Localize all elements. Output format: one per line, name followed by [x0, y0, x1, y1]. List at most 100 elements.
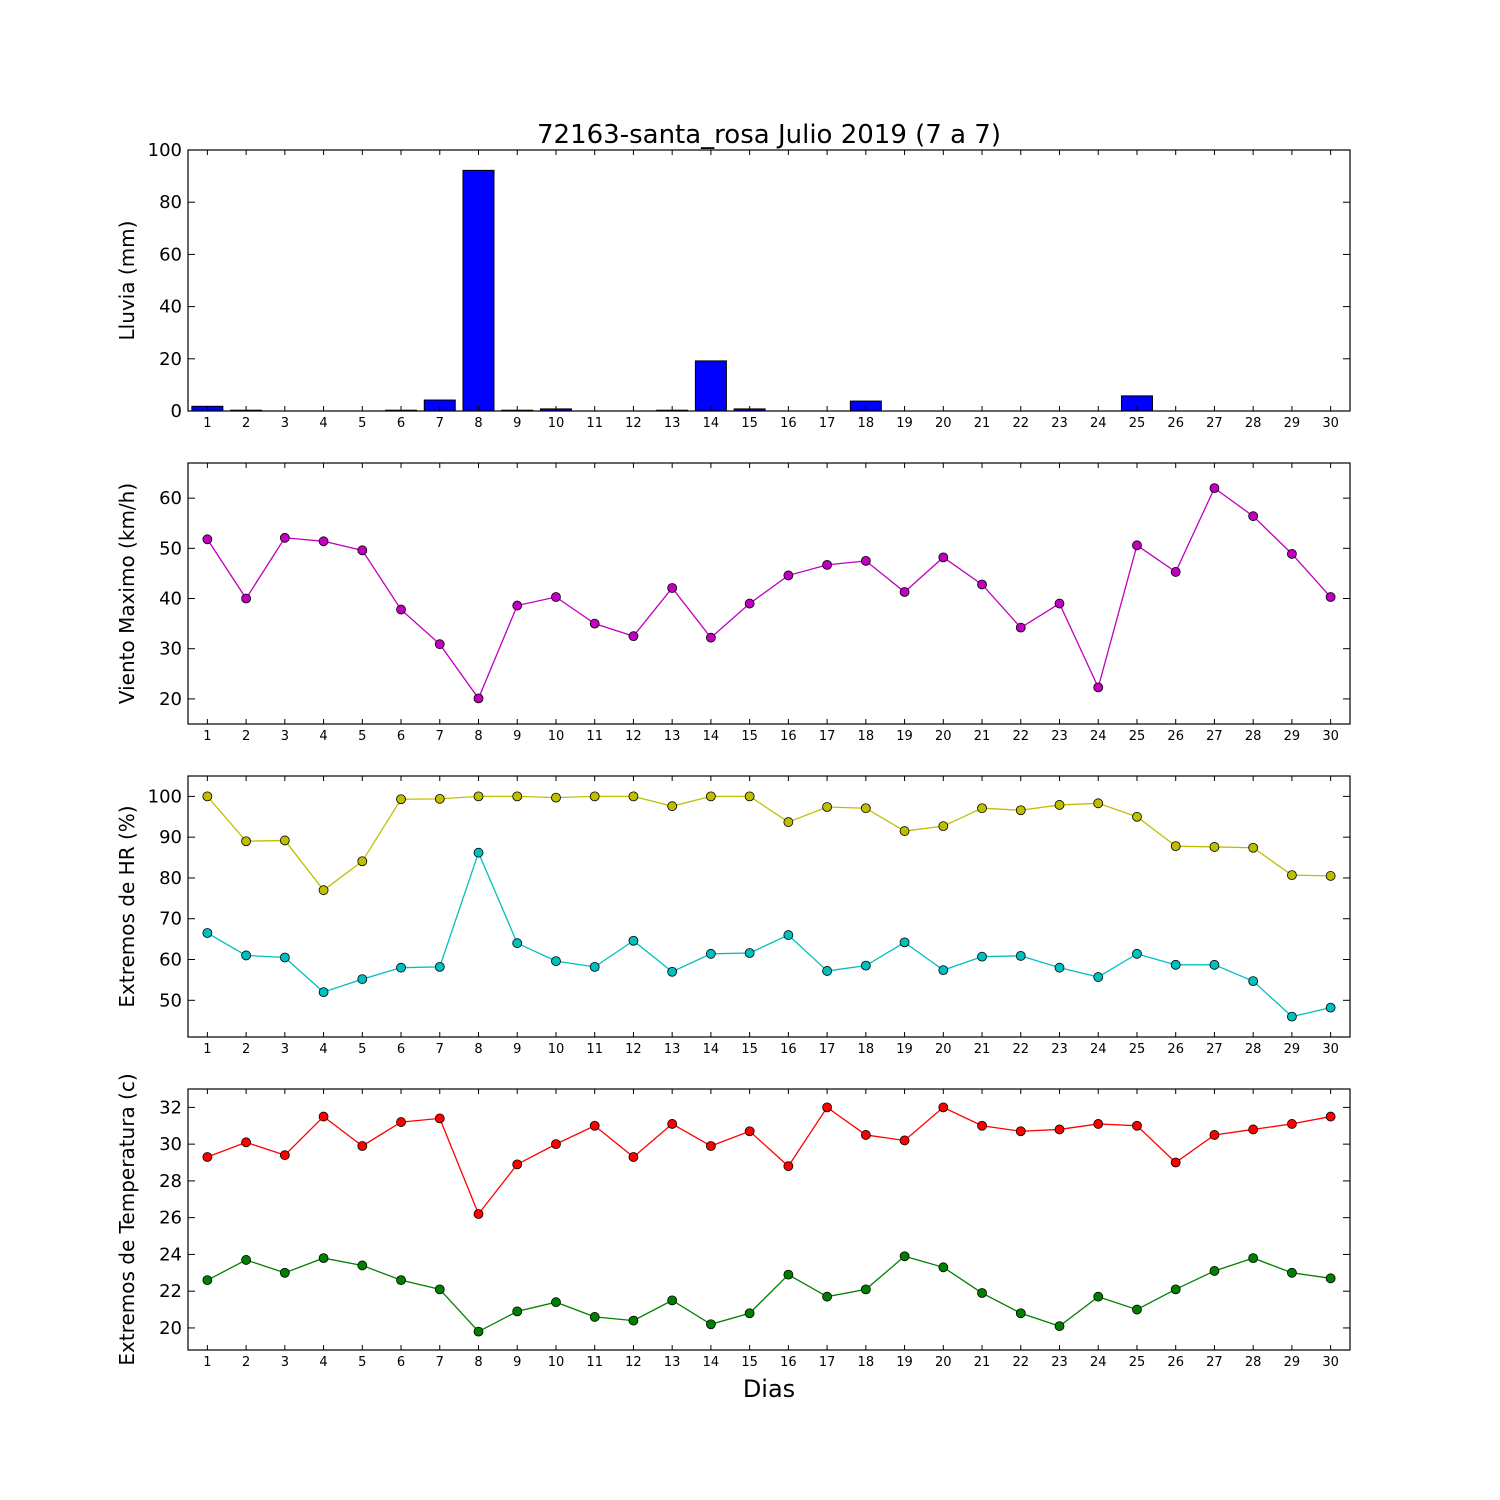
plot-frame: [187, 462, 1351, 725]
x-tick-label: 18: [858, 1355, 875, 1370]
series-2-point-day-9: [512, 1306, 523, 1317]
x-tick-label: 23: [1051, 416, 1068, 431]
series-2-point-day-23: [1054, 962, 1065, 973]
x-tick-label: 19: [896, 729, 913, 744]
y-tick-label: 50: [159, 990, 182, 1011]
y-axis-label: Lluvia (mm): [115, 221, 139, 341]
series-2-point-day-13: [667, 1295, 678, 1306]
series-2-point-day-21: [977, 1288, 987, 1298]
series-line-2: [207, 850, 1331, 1018]
x-tick-label: 16: [780, 416, 797, 431]
y-tick-label: 60: [159, 950, 182, 971]
series-1-point-day-26: [1170, 841, 1181, 852]
series-1-point-day-18: [860, 1130, 871, 1140]
y-tick-label: 40: [159, 297, 182, 318]
series-1-point-day-9: [512, 600, 523, 611]
series-2-point-day-3: [279, 1267, 290, 1278]
series-2-point-day-23: [1054, 1321, 1065, 1332]
series-1-point-day-10: [551, 592, 561, 602]
series-1-point-day-24: [1093, 798, 1104, 809]
x-tick-label: 14: [703, 1355, 720, 1370]
series-2-point-day-16: [783, 1269, 794, 1280]
x-tick-label: 21: [974, 1042, 991, 1057]
series-2-point-day-7: [434, 961, 445, 972]
series-2-point-day-10: [551, 956, 561, 967]
series-2-point-day-12: [628, 1315, 639, 1326]
series-1-point-day-16: [783, 817, 794, 827]
x-tick-label: 1: [203, 1355, 211, 1370]
x-tick-label: 19: [896, 1042, 913, 1057]
series-1-point-day-20: [938, 552, 949, 563]
series-2-point-day-4: [318, 987, 329, 998]
x-tick-label: 15: [741, 1042, 758, 1057]
x-tick-label: 18: [858, 729, 875, 744]
series-1-point-day-15: [744, 1126, 755, 1137]
series-2-point-day-2: [241, 950, 252, 961]
series-1-point-day-24: [1093, 1119, 1104, 1129]
x-tick-label: 23: [1051, 729, 1068, 744]
series-1-point-day-28: [1248, 1124, 1259, 1135]
x-tick-label: 24: [1090, 1042, 1107, 1057]
series-2-point-day-19: [899, 937, 910, 948]
series-1-point-day-13: [667, 801, 678, 812]
x-tick-label: 20: [935, 416, 952, 431]
x-tick-label: 28: [1245, 416, 1262, 431]
series-2-point-day-11: [589, 1312, 600, 1322]
x-tick-label: 21: [974, 1355, 991, 1370]
series-2-point-day-3: [279, 952, 290, 963]
series-2-point-day-25: [1132, 1304, 1142, 1315]
series-1-point-day-22: [1015, 1126, 1026, 1137]
series-1-point-day-3: [279, 532, 290, 543]
series-1-point-day-9: [512, 1159, 523, 1170]
series-1-point-day-13: [667, 583, 678, 593]
plot-frame: [187, 1088, 1351, 1351]
x-tick-label: 12: [625, 1355, 642, 1370]
y-tick-label: 24: [159, 1244, 182, 1265]
series-1-point-day-30: [1325, 592, 1336, 602]
series-1-point-day-28: [1248, 842, 1259, 853]
series-2-point-day-14: [706, 948, 716, 959]
plot-frame: [187, 149, 1351, 412]
y-tick-label: 26: [159, 1208, 182, 1229]
x-tick-label: 2: [242, 1355, 250, 1370]
series-1-point-day-22: [1015, 805, 1026, 816]
y-tick-label: 90: [159, 827, 182, 848]
series-2-point-day-5: [357, 1260, 368, 1271]
series-1-point-day-17: [822, 1102, 832, 1113]
series-2-point-day-8: [473, 847, 484, 858]
x-tick-label: 4: [319, 416, 327, 431]
series-1-point-day-30: [1325, 1111, 1336, 1122]
series-1-point-day-1: [202, 1152, 213, 1162]
y-tick-label: 22: [159, 1281, 182, 1302]
x-tick-label: 3: [281, 416, 289, 431]
series-1-point-day-3: [279, 835, 290, 846]
x-tick-label: 8: [474, 729, 482, 744]
x-tick-label: 10: [548, 1355, 565, 1370]
x-tick-label: 12: [625, 416, 642, 431]
x-tick-label: 15: [741, 416, 758, 431]
series-2-point-day-1: [202, 1275, 213, 1286]
x-tick-label: 28: [1245, 1042, 1262, 1057]
x-tick-label: 29: [1284, 1355, 1301, 1370]
series-1-point-day-11: [589, 618, 600, 629]
x-tick-label: 2: [242, 1042, 250, 1057]
series-2-point-day-6: [396, 962, 406, 973]
x-tick-label: 24: [1090, 729, 1107, 744]
series-1-point-day-11: [589, 1120, 600, 1131]
x-tick-label: 25: [1129, 416, 1146, 431]
series-1-point-day-20: [938, 821, 949, 832]
x-tick-label: 27: [1206, 729, 1223, 744]
series-1-point-day-15: [744, 791, 755, 802]
series-2-point-day-8: [473, 1326, 484, 1337]
x-tick-label: 7: [436, 1355, 444, 1370]
x-tick-label: 9: [513, 1355, 521, 1370]
series-1-point-day-15: [744, 598, 755, 609]
series-2-point-day-20: [938, 965, 949, 976]
x-tick-label: 11: [586, 1042, 603, 1057]
series-1-point-day-12: [628, 1152, 639, 1162]
x-tick-label: 28: [1245, 729, 1262, 744]
x-tick-label: 14: [703, 416, 720, 431]
x-tick-label: 14: [703, 1042, 720, 1057]
x-tick-label: 25: [1129, 1355, 1146, 1370]
